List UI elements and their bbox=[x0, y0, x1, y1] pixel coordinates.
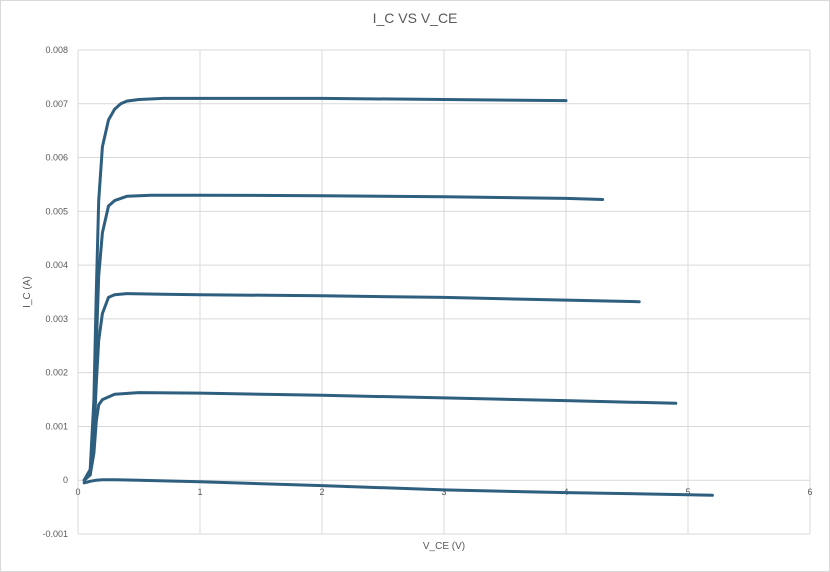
gridlines bbox=[77, 49, 811, 535]
y-tick-label: 0.008 bbox=[45, 45, 68, 55]
y-axis-label: I_C (A) bbox=[22, 276, 33, 308]
series-line-3 bbox=[82, 292, 641, 482]
series-line-4 bbox=[82, 193, 605, 482]
series-line-1 bbox=[82, 478, 714, 497]
x-tick-label: 5 bbox=[685, 487, 690, 497]
y-tick-label: -0.001 bbox=[42, 529, 68, 539]
y-tick-label: 0.005 bbox=[45, 206, 68, 216]
series-lines bbox=[82, 96, 714, 497]
x-tick-label: 0 bbox=[75, 487, 80, 497]
y-tick-label: 0.002 bbox=[45, 368, 68, 378]
x-tick-label: 3 bbox=[441, 487, 446, 497]
x-tick-label: 2 bbox=[319, 487, 324, 497]
y-tick-label: 0.003 bbox=[45, 314, 68, 324]
chart-title: I_C VS V_CE bbox=[373, 10, 458, 26]
series-line-2 bbox=[82, 391, 678, 482]
y-tick-label: 0.004 bbox=[45, 260, 68, 270]
x-tick-label: 6 bbox=[807, 487, 812, 497]
series-line-5 bbox=[82, 96, 568, 482]
y-tick-label: 0.006 bbox=[45, 153, 68, 163]
y-axis-ticks: -0.001 0 0.001 0.002 0.003 0.004 0.005 0.006 0.0… bbox=[42, 45, 68, 539]
x-tick-label: 1 bbox=[197, 487, 202, 497]
y-tick-label: 0.001 bbox=[45, 421, 68, 431]
y-tick-label: 0 bbox=[63, 475, 68, 485]
y-tick-label: 0.007 bbox=[45, 99, 68, 109]
x-axis-label: V_CE (V) bbox=[423, 541, 465, 552]
